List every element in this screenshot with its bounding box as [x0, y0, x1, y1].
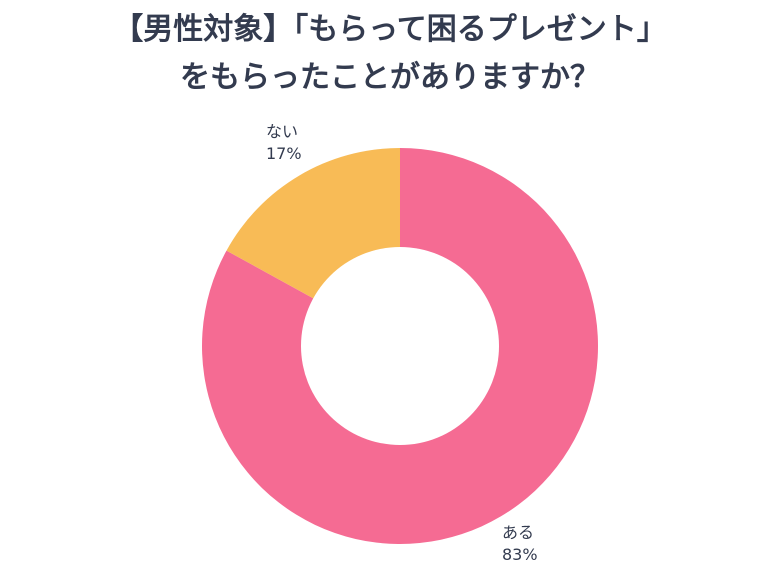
- donut-hole: [301, 247, 499, 445]
- chart-title-line-1: 【男性対象】「もらって困るプレゼント」: [113, 12, 667, 47]
- slice-label-aru: ある: [502, 523, 534, 542]
- slice-value-aru: 83%: [502, 545, 538, 564]
- slice-label-nai: ない: [266, 122, 298, 141]
- slice-labels: ある 83% ない 17%: [266, 122, 538, 564]
- slice-value-nai: 17%: [266, 144, 302, 163]
- chart-title-line-2: をもらったことがありますか？: [180, 60, 600, 95]
- chart-title: 【男性対象】「もらって困るプレゼント」 をもらったことがありますか？: [0, 6, 780, 102]
